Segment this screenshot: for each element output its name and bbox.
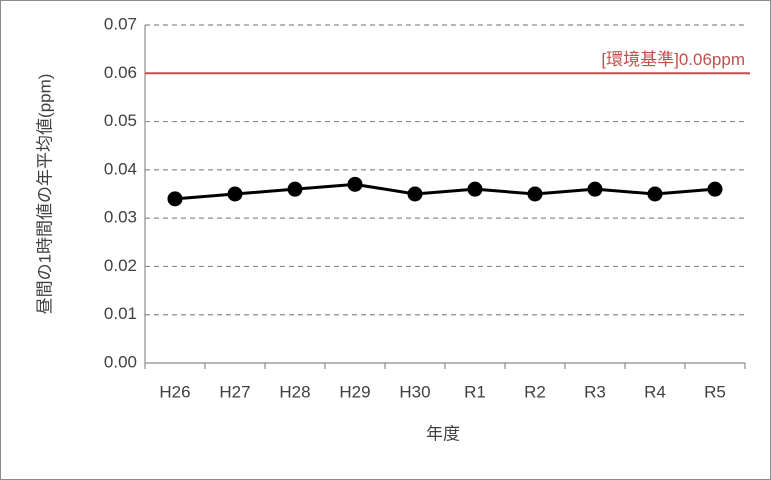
data-point [167,191,183,207]
data-point [527,186,543,202]
x-tick-label: H29 [339,382,370,401]
x-tick-label: R5 [704,382,726,401]
y-tick-label: 0.03 [104,208,137,227]
x-tick-label: R3 [584,382,606,401]
x-axis-label: 年度 [426,424,460,443]
x-tick-label: R1 [464,382,486,401]
x-tick-label: H27 [219,382,250,401]
y-tick-label: 0.02 [104,256,137,275]
data-line [174,182,716,201]
y-tick-label: 0.06 [104,63,137,82]
x-tick-label: H28 [279,382,310,401]
y-tick-label: 0.07 [104,14,137,33]
x-tick-label: H26 [159,382,190,401]
y-tick-label: 0.04 [104,159,137,178]
data-point [587,181,603,197]
x-tick-label: R2 [524,382,546,401]
data-point [407,186,423,202]
y-tick-label: 0.05 [104,111,137,130]
data-point [287,181,303,197]
x-tick-label: H30 [399,382,430,401]
y-tick-label: 0.01 [104,304,137,323]
data-point [647,186,663,202]
data-point [467,181,483,197]
data-point [707,181,723,197]
y-axis-label: 昼間の1時間値の年平均値(ppm) [35,74,54,315]
data-point [347,176,363,192]
x-tick-label: R4 [644,382,666,401]
reference-label: [環境基準]0.06ppm [601,50,745,69]
data-point [227,186,243,202]
y-tick-label: 0.00 [104,352,137,371]
